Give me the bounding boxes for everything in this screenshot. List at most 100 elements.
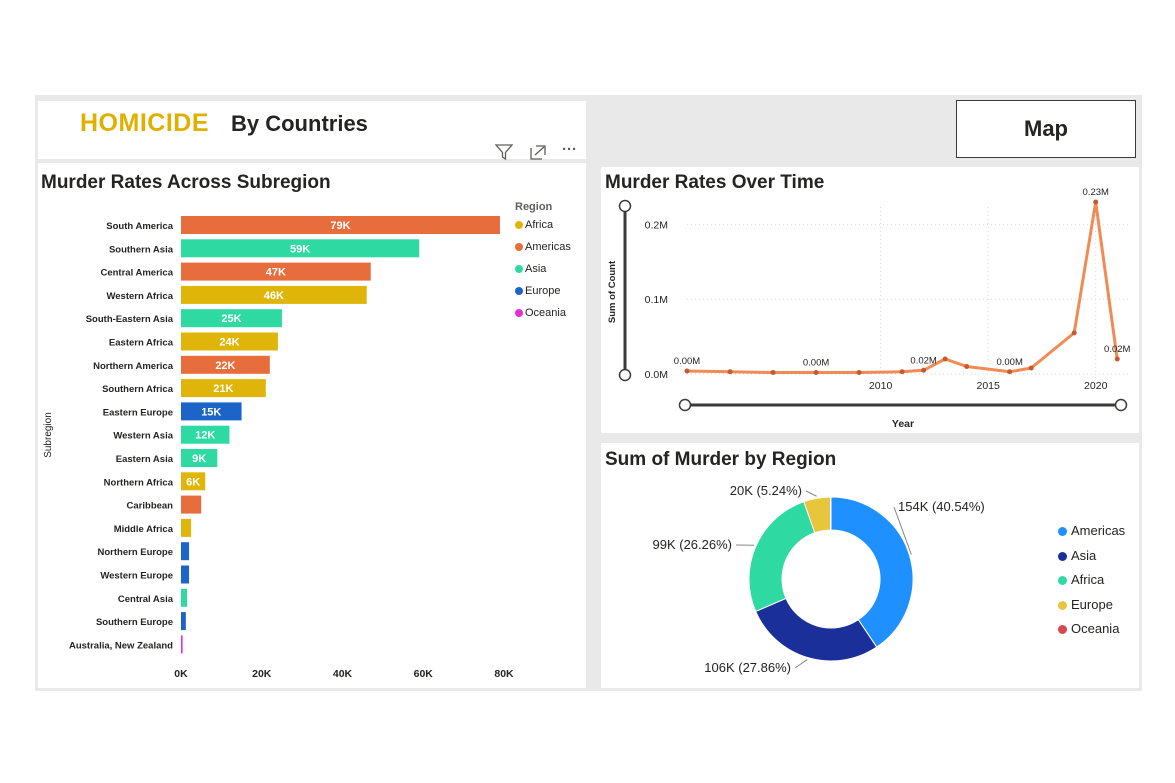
legend-dot — [515, 265, 523, 274]
line-data-label: 0.00M — [803, 358, 829, 369]
bar-legend-item[interactable]: Africa — [515, 219, 553, 231]
bar-category-label: Caribbean — [127, 501, 174, 512]
bar-category-label: Eastern Asia — [116, 454, 174, 465]
line-point[interactable] — [813, 370, 819, 376]
bar[interactable] — [181, 239, 420, 258]
bar[interactable] — [181, 518, 192, 537]
donut-chart-visual: Sum of Murder by Region 154K (40.54%) 106… — [601, 443, 1139, 688]
line-point[interactable] — [684, 368, 690, 374]
bar-data-label: 22K — [215, 360, 235, 372]
bar[interactable] — [181, 216, 500, 234]
bar-chart: South America 79K Southern Asia 59K Central … — [43, 216, 514, 680]
bar[interactable] — [181, 332, 278, 351]
line-point[interactable] — [1028, 365, 1034, 371]
bar[interactable] — [181, 285, 367, 304]
bar[interactable] — [181, 379, 266, 398]
bar[interactable] — [181, 262, 371, 281]
bar-legend-item[interactable]: Americas — [515, 241, 571, 253]
legend-label: Americas — [1071, 523, 1126, 538]
x-tick-label: 80K — [494, 668, 514, 680]
line-point[interactable] — [942, 356, 948, 362]
y-tick-label: 0.1M — [645, 294, 668, 306]
map-button[interactable]: Map — [956, 100, 1136, 158]
bar[interactable] — [181, 565, 190, 584]
donut-chart-title: Sum of Murder by Region — [605, 449, 837, 470]
bar[interactable] — [181, 425, 230, 444]
legend-label: Europe — [1071, 596, 1113, 612]
bar[interactable] — [181, 309, 282, 328]
x-tick-label: 2010 — [869, 380, 893, 392]
donut-slice[interactable] — [830, 496, 914, 648]
bar[interactable] — [181, 588, 188, 607]
more-options-icon[interactable]: ··· — [562, 141, 577, 158]
bar[interactable] — [181, 635, 183, 654]
bar[interactable] — [181, 495, 202, 514]
donut-legend-item[interactable]: Americas — [1058, 523, 1125, 538]
line-point[interactable] — [899, 369, 905, 375]
line-point[interactable] — [921, 367, 927, 373]
bar-data-label: 24K — [219, 337, 239, 349]
bar[interactable] — [181, 449, 218, 467]
donut-legend-item[interactable]: Oceania — [1058, 621, 1119, 636]
donut-legend-item[interactable]: Africa — [1058, 572, 1104, 587]
line-point[interactable] — [1071, 330, 1077, 336]
line-chart-visual: Murder Rates Over Time 0.0M 0.1M 0.2M 2010 2… — [601, 167, 1139, 433]
line-point[interactable] — [727, 369, 733, 375]
bar-legend-item[interactable]: Asia — [515, 263, 546, 275]
bar-data-label: 46K — [264, 290, 284, 302]
series-line[interactable] — [686, 200, 1119, 374]
legend-label: Africa — [525, 219, 554, 231]
legend-label: Oceania — [525, 307, 566, 319]
bar-data-label: 12K — [195, 430, 215, 442]
bar-chart-visual: Murder Rates Across Subregion South Amer… — [38, 163, 586, 688]
bar[interactable] — [181, 542, 190, 561]
donut-legend-item[interactable]: Europe — [1058, 597, 1113, 612]
bar[interactable] — [181, 472, 206, 491]
bar-legend-item[interactable]: Oceania — [515, 307, 566, 319]
line-point[interactable] — [964, 364, 970, 370]
bar[interactable] — [181, 355, 270, 374]
y-zoom-slider-handle-bottom[interactable] — [618, 368, 632, 382]
bar-category-label: Northern Europe — [98, 547, 173, 558]
bar-data-label: 21K — [213, 383, 233, 395]
legend-dot — [1058, 576, 1067, 586]
y-zoom-slider-handle-top[interactable] — [618, 199, 632, 213]
line-point[interactable] — [1093, 199, 1099, 205]
donut-slice[interactable] — [755, 597, 878, 662]
legend-label: Asia — [525, 263, 547, 275]
legend-label: Oceania — [1071, 621, 1120, 636]
bar-data-label: 25K — [221, 313, 241, 325]
x-tick-label: 2020 — [1084, 380, 1108, 392]
line-data-label: 0.02M — [910, 355, 936, 366]
donut-slice[interactable] — [829, 496, 832, 531]
line-point[interactable] — [1007, 369, 1013, 375]
bar[interactable] — [181, 402, 242, 421]
line-data-label: 0.23M — [1083, 187, 1109, 198]
bar-legend-item[interactable]: Europe — [515, 285, 560, 297]
donut-slice[interactable] — [748, 500, 816, 613]
bar-data-label: 6K — [186, 476, 200, 488]
x-zoom-slider-handle-right[interactable] — [1114, 398, 1128, 412]
x-tick-label: 20K — [252, 668, 272, 680]
bar[interactable] — [181, 612, 186, 631]
bar-category-label: Middle Africa — [114, 524, 174, 535]
bar-category-label: Northern Africa — [104, 477, 174, 488]
donut-leader-line — [805, 490, 817, 497]
legend-dot — [1058, 625, 1067, 635]
donut-leader-line — [893, 506, 912, 555]
donut-legend-item[interactable]: Asia — [1058, 548, 1096, 563]
bar-category-label: Southern Africa — [102, 384, 174, 395]
line-point[interactable] — [856, 370, 862, 376]
line-data-label: 0.00M — [996, 357, 1022, 368]
focus-mode-icon[interactable] — [528, 143, 548, 165]
line-point[interactable] — [1114, 356, 1120, 362]
x-tick-label: 0K — [174, 668, 188, 680]
bar-category-label: Western Asia — [113, 431, 173, 442]
donut-data-label: 154K (40.54%) — [898, 499, 985, 514]
line-point[interactable] — [770, 370, 776, 376]
filter-icon[interactable] — [494, 143, 514, 165]
x-zoom-slider-handle-left[interactable] — [678, 398, 692, 412]
legend-dot — [1058, 600, 1067, 610]
line-chart-title: Murder Rates Over Time — [605, 172, 825, 193]
bar-chart-title: Murder Rates Across Subregion — [41, 172, 331, 193]
